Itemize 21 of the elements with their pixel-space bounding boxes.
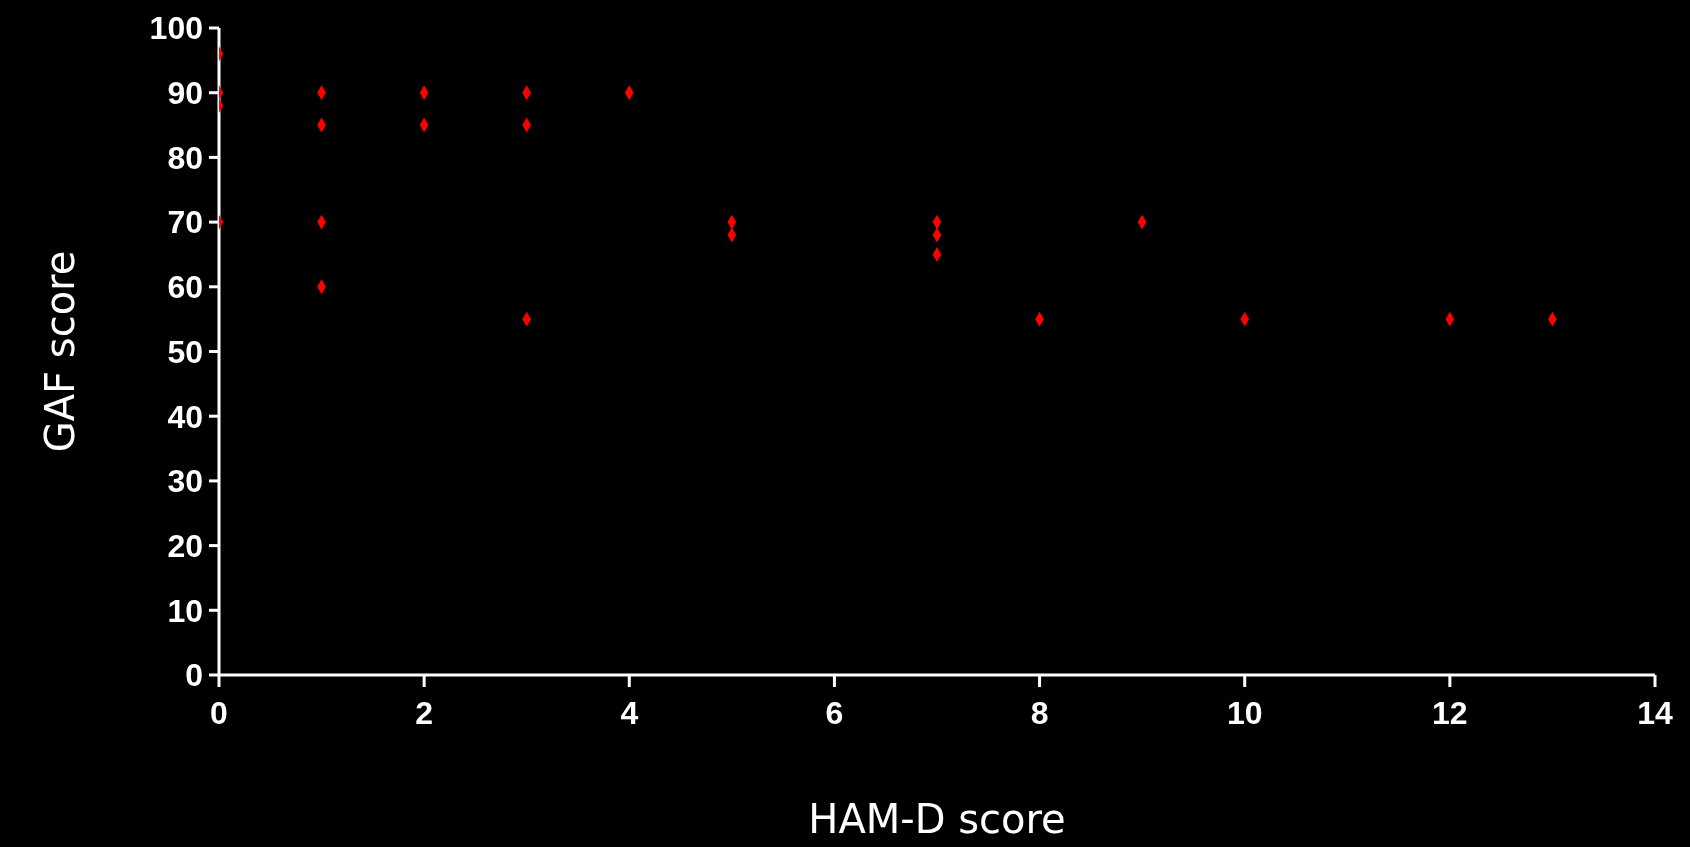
x-axis-title: HAM-D score (808, 796, 1066, 842)
y-tick-label: 90 (167, 75, 203, 112)
x-tick-label: 2 (415, 694, 434, 731)
y-tick-label: 10 (167, 592, 203, 629)
y-tick-label: 60 (167, 269, 203, 306)
x-tick-label: 12 (1432, 694, 1468, 731)
x-tick-label: 10 (1226, 694, 1263, 731)
x-tick-label: 4 (620, 694, 639, 731)
y-axis-title: GAF score (37, 250, 84, 453)
y-tick-label: 40 (167, 398, 203, 435)
y-tick-label: 0 (185, 657, 203, 694)
x-tick-label: 0 (210, 694, 228, 731)
x-tick-label: 8 (1030, 694, 1049, 731)
y-tick-label: 20 (167, 527, 203, 564)
x-tick-label: 6 (825, 694, 844, 731)
x-tick-label: 14 (1637, 694, 1673, 731)
y-tick-label: 30 (167, 463, 203, 500)
y-tick-label: 70 (167, 204, 203, 241)
y-tick-label: 100 (149, 10, 203, 47)
y-tick-label: 80 (167, 139, 203, 176)
y-tick-label: 50 (167, 333, 203, 370)
